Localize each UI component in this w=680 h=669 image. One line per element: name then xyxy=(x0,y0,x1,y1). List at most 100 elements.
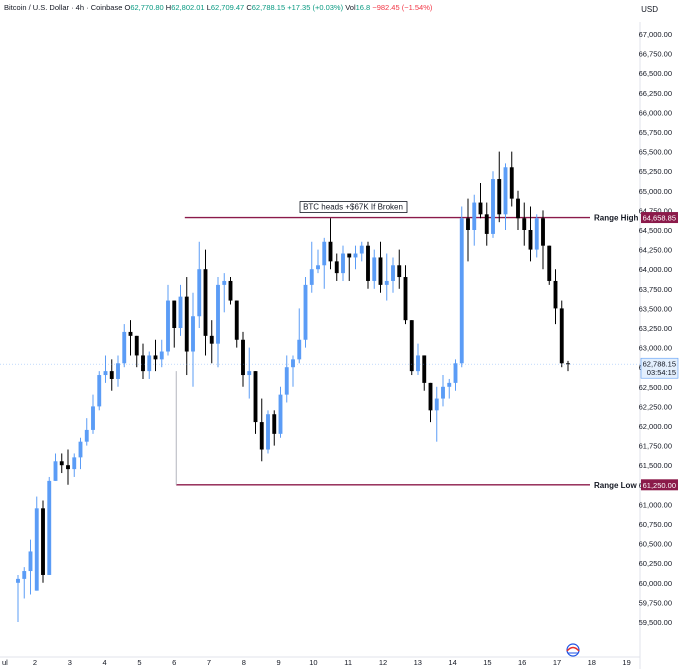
candle-body xyxy=(416,355,420,372)
candle-body xyxy=(184,296,189,352)
candle-body xyxy=(509,167,514,199)
candle-body xyxy=(134,335,139,356)
candle-body xyxy=(341,253,345,274)
candle-body xyxy=(322,241,327,266)
candles xyxy=(16,151,570,622)
price-tick-label: 65,000.00 xyxy=(639,187,672,196)
price-axis[interactable]: 67,000.00 66,750.00 66,500.00 66,250.00 66,0… xyxy=(639,30,672,627)
price-tick-label: 66,250.00 xyxy=(639,89,672,98)
price-tick-label: 60,250.00 xyxy=(639,559,672,568)
time-tick-label: 14 xyxy=(448,658,456,667)
candle-body xyxy=(41,508,45,575)
candle-body xyxy=(128,331,133,336)
time-axis[interactable]: ul 2 3 4 5 6 7 8 9 10 11 12 13 14 15 16 17 18 19 xyxy=(2,658,631,667)
symbol-label: Bitcoin / U.S. Dollar · 4h · Coinbase xyxy=(4,3,123,12)
vol-change-value: −982.45 (−1.54%) xyxy=(372,3,433,12)
candle-body xyxy=(453,363,458,383)
candle-body xyxy=(141,355,145,372)
annotation-text: BTC heads +$67K If Broken xyxy=(303,203,403,212)
candle-body xyxy=(216,284,220,344)
low-label: L xyxy=(206,3,211,12)
candle-body xyxy=(172,300,177,328)
vol-value: 16.8 xyxy=(355,3,371,12)
low-value: 62,709.47 xyxy=(210,3,245,12)
time-tick-label: 7 xyxy=(207,658,211,667)
candle-body xyxy=(234,300,239,340)
time-tick-label: 15 xyxy=(483,658,491,667)
candle-body xyxy=(84,429,89,442)
candle-body xyxy=(334,261,339,274)
time-tick-label: 9 xyxy=(277,658,281,667)
price-tick-label: 66,750.00 xyxy=(639,50,672,59)
candle-body xyxy=(391,265,395,281)
candle-body xyxy=(72,457,77,470)
candle-body xyxy=(384,280,389,285)
price-tick-label: 64,750.00 xyxy=(639,206,672,215)
time-tick-label: 13 xyxy=(414,658,422,667)
price-tick-label: 65,500.00 xyxy=(639,148,672,157)
time-tick-label: 19 xyxy=(622,658,630,667)
candle-body xyxy=(434,398,439,411)
candle-body xyxy=(428,382,433,411)
price-tick-label: 65,250.00 xyxy=(639,167,672,176)
candle-body xyxy=(97,375,102,407)
candle-body xyxy=(559,308,564,364)
candle-body xyxy=(291,359,295,368)
candle-body xyxy=(53,461,58,481)
candle-body xyxy=(366,245,370,281)
price-tick-label: 67,000.00 xyxy=(639,30,672,39)
candle-body xyxy=(303,284,308,340)
candle-body xyxy=(459,218,464,364)
candle-body xyxy=(397,265,402,278)
price-tick-label: 62,500.00 xyxy=(639,383,672,392)
price-tick-label: 66,000.00 xyxy=(639,108,672,117)
range-high-value: 64,658.85 xyxy=(643,214,676,223)
time-tick-label: 10 xyxy=(309,658,317,667)
candle-body xyxy=(534,218,539,250)
candle-body xyxy=(553,280,558,309)
price-tick-label: 64,250.00 xyxy=(639,246,672,255)
candle-body xyxy=(353,253,358,258)
candle-body xyxy=(178,296,183,328)
candle-body xyxy=(259,422,264,450)
candle-body xyxy=(266,414,270,450)
currency-label: USD xyxy=(641,5,658,14)
candle-body xyxy=(247,371,252,376)
candle-body xyxy=(503,167,508,215)
candle-body xyxy=(109,371,114,379)
price-tick-label: 64,000.00 xyxy=(639,265,672,274)
time-tick-label: 18 xyxy=(588,658,596,667)
candle-body xyxy=(372,257,377,281)
candle-body xyxy=(166,300,170,352)
candle-body xyxy=(297,339,302,360)
candle-body xyxy=(441,386,445,399)
candle-body xyxy=(103,371,108,376)
candle-body xyxy=(472,202,477,230)
time-tick-label: 17 xyxy=(553,658,561,667)
range-low-label: Range Low xyxy=(594,481,637,490)
price-tick-label: 62,250.00 xyxy=(639,402,672,411)
candle-body xyxy=(378,257,383,285)
range-levels: Range High 64,658.85 Range Low 61,250.00 xyxy=(175,212,678,491)
candle-body xyxy=(159,351,164,360)
candle-body xyxy=(347,253,352,258)
range-high-label: Range High xyxy=(594,214,639,223)
price-tick-label: 65,750.00 xyxy=(639,128,672,137)
time-tick-label: 11 xyxy=(344,658,352,667)
candle-body xyxy=(47,480,52,575)
candle-body xyxy=(309,269,314,285)
change-value: +17.35 (+0.03%) xyxy=(287,3,344,12)
candle-body xyxy=(403,277,408,321)
candle-body xyxy=(328,241,333,262)
candle-body xyxy=(16,578,20,583)
high-value: 62,802.01 xyxy=(171,3,205,12)
price-tick-label: 63,250.00 xyxy=(639,324,672,333)
candle-body xyxy=(122,331,127,364)
time-tick-label: 4 xyxy=(103,658,107,667)
candle-body xyxy=(272,414,277,434)
candle-body xyxy=(116,363,120,379)
price-tick-label: 62,000.00 xyxy=(639,422,672,431)
candle-body xyxy=(34,508,39,591)
